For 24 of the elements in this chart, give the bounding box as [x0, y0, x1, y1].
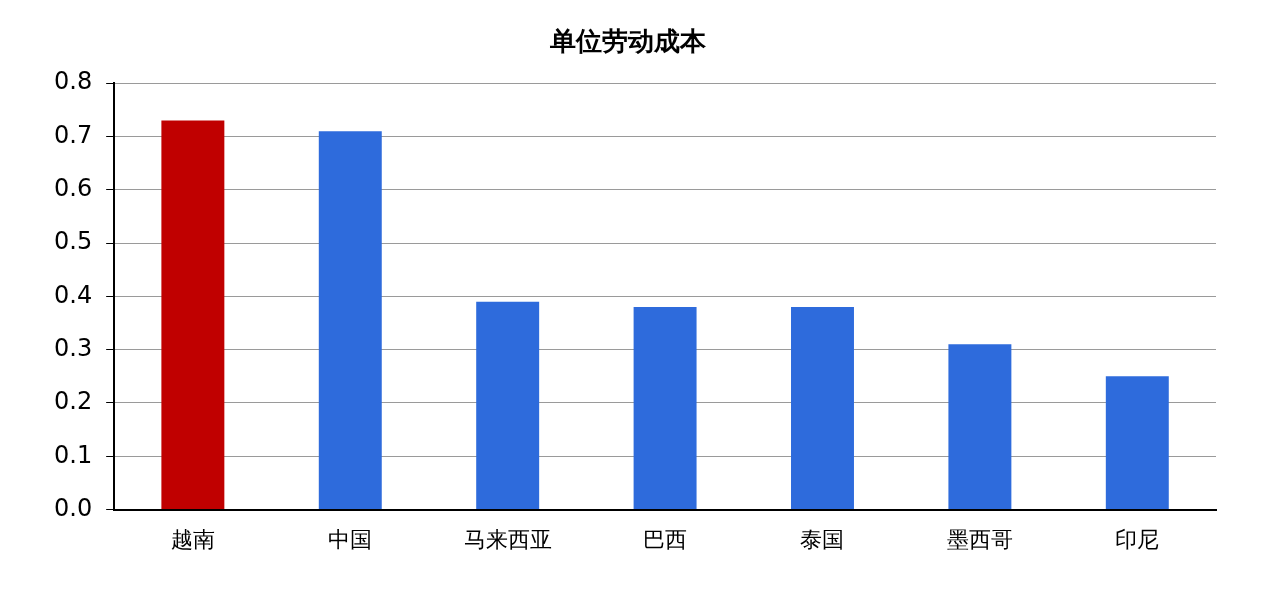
y-tick-label: 0.1 — [54, 440, 93, 469]
bar — [476, 301, 540, 510]
y-tick-label: 0.0 — [54, 493, 93, 522]
x-tick-label: 中国 — [328, 526, 373, 552]
y-tick-label: 0.8 — [54, 67, 93, 96]
y-tick-label: 0.3 — [54, 333, 93, 362]
x-tick-label: 泰国 — [800, 526, 845, 552]
y-tick-label: 0.2 — [54, 387, 93, 416]
bar — [318, 131, 382, 510]
bar — [791, 307, 854, 510]
y-tick-label: 0.4 — [54, 280, 93, 309]
y-tick-label: 0.5 — [54, 227, 93, 256]
x-tick-label: 巴西 — [643, 526, 688, 552]
x-tick-label: 墨西哥 — [946, 526, 1013, 552]
x-tick-label: 马来西亚 — [463, 526, 552, 552]
bar — [633, 307, 697, 510]
bar — [161, 120, 225, 510]
bar — [1105, 376, 1169, 510]
bar — [948, 344, 1012, 510]
x-tick-label: 越南 — [170, 526, 215, 552]
y-tick-label: 0.6 — [54, 174, 93, 203]
y-tick-label: 0.7 — [54, 120, 93, 149]
chart-title: 单位劳动成本 — [549, 26, 707, 57]
x-tick-label: 印尼 — [1115, 526, 1160, 552]
